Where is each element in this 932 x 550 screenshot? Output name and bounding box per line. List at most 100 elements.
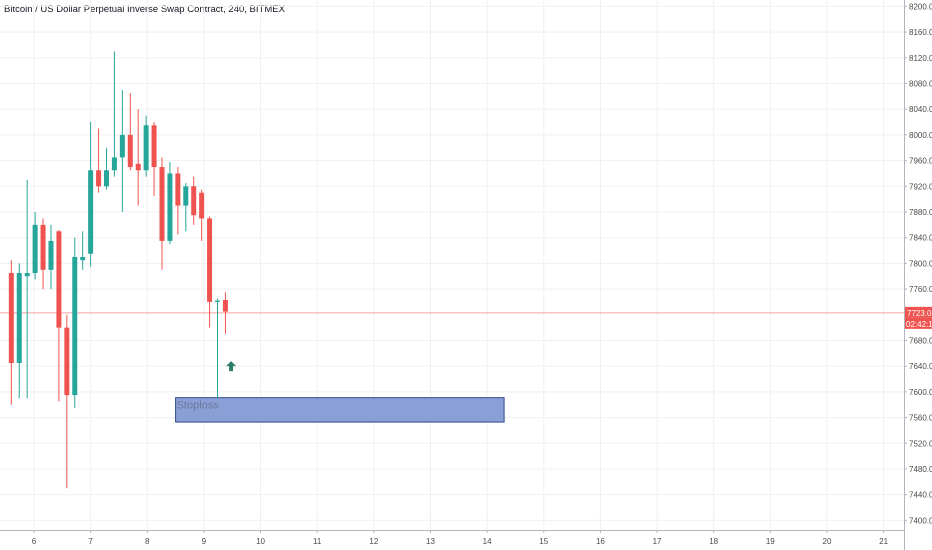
candle-body	[119, 134, 125, 158]
y-axis-labels: 8200.0 8160.0 8120.0 8080.0 8040.0 8000.0 7960…	[904, 2, 932, 525]
x-axis-labels: 6 7 8 9 10 11 12 13 14 15 16 17 18 19 20 21	[32, 530, 889, 546]
candle-body	[56, 231, 62, 328]
candle-down	[175, 167, 181, 235]
y-tick-label: 7880.0	[909, 208, 932, 217]
y-tick-label: 7920.0	[909, 182, 932, 191]
y-tick-label: 7640.0	[909, 362, 932, 371]
x-tick-label: 13	[426, 537, 435, 546]
candle-up	[48, 224, 54, 290]
x-tick-label: 8	[145, 537, 150, 546]
candle-down	[135, 109, 141, 206]
x-tick-label: 14	[483, 537, 492, 546]
candle-body	[72, 256, 78, 396]
candles	[8, 51, 228, 489]
y-tick-label: 8000.0	[909, 131, 932, 140]
candle-body	[103, 170, 109, 187]
candle-up	[143, 115, 149, 177]
y-tick-label: 8080.0	[909, 80, 932, 89]
candle-down	[207, 216, 213, 328]
countdown-label: 02:42:11	[906, 320, 932, 329]
chart-title: Bitcoin / US Dollar Perpetual Inverse Sw…	[4, 4, 285, 15]
stoploss-rectangle	[175, 397, 505, 423]
candle-up	[119, 89, 125, 212]
candle-body	[88, 170, 94, 254]
x-tick-label: 15	[539, 537, 548, 546]
price-tag-label: 7723.0	[907, 309, 932, 318]
up-arrow-icon	[226, 361, 237, 372]
candle-up	[72, 237, 78, 408]
y-tick-label: 7680.0	[909, 336, 932, 345]
stoploss-box: Stoploss	[175, 397, 505, 423]
candle-up	[32, 212, 38, 280]
x-tick-label: 19	[766, 537, 775, 546]
candle-body	[207, 218, 213, 302]
candle-body	[151, 125, 157, 168]
candle-body	[8, 273, 14, 363]
candle-body	[111, 157, 117, 171]
candle-body	[175, 173, 181, 206]
candle-body	[64, 327, 70, 396]
y-tick-label: 7400.0	[909, 516, 932, 525]
candle-down	[64, 314, 70, 489]
y-tick-label: 7480.0	[909, 465, 932, 474]
candle-down	[127, 93, 133, 171]
candle-down	[222, 292, 228, 335]
candle-down	[151, 122, 157, 196]
y-tick-label: 7840.0	[909, 234, 932, 243]
candle-up	[88, 122, 94, 267]
candle-down	[8, 260, 14, 405]
candle-up	[167, 161, 173, 245]
candle-body	[159, 167, 165, 241]
candle-body	[143, 125, 149, 171]
y-tick-label: 7440.0	[909, 491, 932, 500]
candle-up	[16, 263, 22, 399]
candle-up	[111, 51, 117, 177]
candle-down	[56, 229, 62, 402]
grid-lines	[0, 0, 904, 530]
y-tick-label: 7800.0	[909, 259, 932, 268]
candle-down	[191, 176, 197, 225]
candle-body	[80, 256, 86, 261]
price-tag-background	[905, 306, 932, 318]
y-tick-label: 7960.0	[909, 157, 932, 166]
candle-body	[222, 300, 228, 312]
candle-down	[40, 218, 46, 290]
x-tick-label: 6	[32, 537, 37, 546]
stoploss-label: Stoploss	[177, 400, 220, 412]
current-price-tag: 7723.0 02:42:11	[905, 306, 932, 329]
y-tick-label: 7560.0	[909, 414, 932, 423]
candle-body	[48, 240, 54, 270]
candle-up	[215, 298, 221, 399]
y-tick-label: 7520.0	[909, 439, 932, 448]
y-tick-label: 8040.0	[909, 105, 932, 114]
candle-body	[199, 192, 205, 219]
candle-body	[183, 186, 189, 206]
x-tick-label: 20	[823, 537, 832, 546]
candle-up	[183, 183, 189, 232]
candle-body	[191, 186, 197, 216]
candle-body	[96, 170, 102, 187]
x-tick-label: 17	[653, 537, 662, 546]
y-tick-label: 8160.0	[909, 28, 932, 37]
x-tick-label: 12	[369, 537, 378, 546]
x-tick-label: 7	[88, 537, 93, 546]
x-tick-label: 11	[313, 537, 322, 546]
x-tick-label: 21	[879, 537, 888, 546]
candle-body	[40, 224, 46, 270]
candle-down	[159, 157, 165, 270]
candle-body	[32, 224, 38, 274]
x-tick-label: 16	[596, 537, 605, 546]
x-tick-label: 9	[202, 537, 207, 546]
candle-body	[16, 273, 22, 363]
candle-down	[96, 128, 102, 193]
candle-body	[167, 173, 173, 241]
y-tick-label: 7760.0	[909, 285, 932, 294]
candle-body	[135, 163, 141, 171]
candle-body	[24, 273, 30, 277]
x-tick-label: 10	[256, 537, 265, 546]
candle-body	[127, 134, 133, 168]
x-tick-label: 18	[709, 537, 718, 546]
y-tick-label: 8120.0	[909, 54, 932, 63]
